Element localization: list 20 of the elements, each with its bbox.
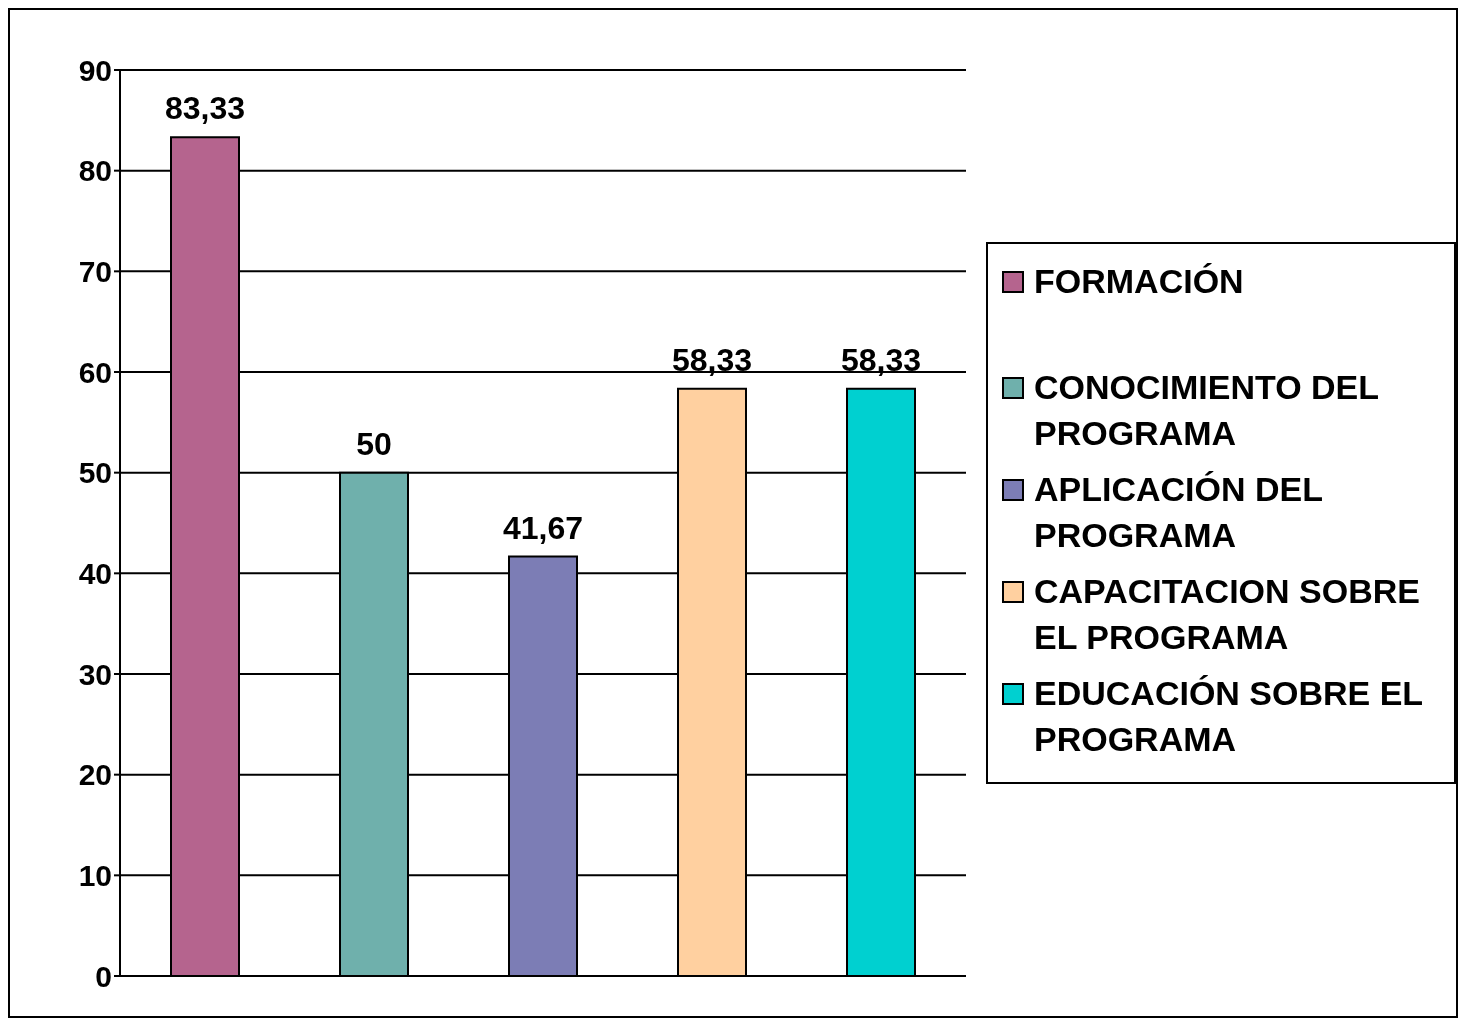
legend-label: EDUCACIÓN SOBRE EL PROGRAMA [1034, 673, 1424, 760]
y-tick-label: 50 [78, 456, 112, 490]
legend-label: CAPACITACION SOBRE EL PROGRAMA [1034, 571, 1421, 658]
y-tick-label: 20 [78, 758, 112, 792]
y-tick-label: 70 [78, 254, 112, 288]
y-tick-label: 40 [78, 556, 112, 590]
data-label: 41,67 [502, 509, 584, 546]
y-tick-label: 10 [78, 858, 112, 892]
y-tick-label: 60 [78, 355, 112, 389]
y-tick-label: 80 [78, 154, 112, 188]
legend-label: APLICACIÓN DEL PROGRAMA [1034, 469, 1324, 556]
legend-label: FORMACIÓN [1034, 261, 1244, 302]
data-label: 50 [356, 425, 392, 462]
y-tick-label: 30 [78, 657, 112, 691]
y-tick-label: 0 [95, 959, 112, 993]
y-tick-label: 90 [78, 53, 112, 87]
data-label: 83,33 [164, 90, 246, 127]
data-label: 58,33 [671, 341, 753, 378]
data-label: 58,33 [840, 341, 922, 378]
legend-label: CONOCIMIENTO DEL PROGRAMA [1034, 367, 1380, 454]
